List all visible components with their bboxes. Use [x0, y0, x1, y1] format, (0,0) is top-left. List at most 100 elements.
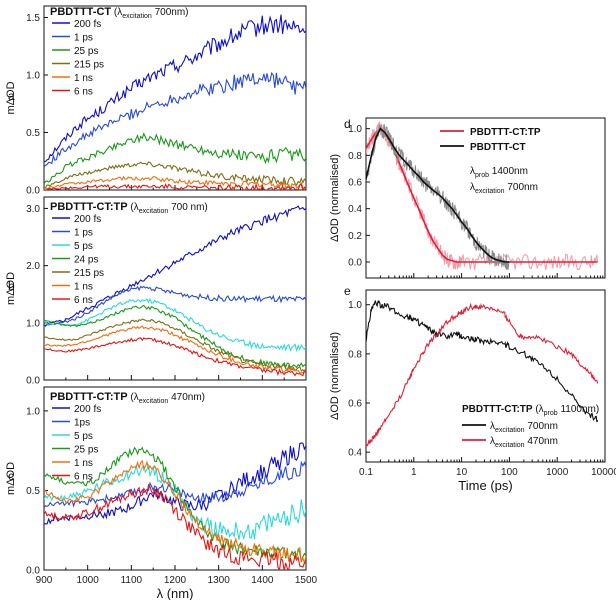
- y-tick-label: 2.0: [26, 261, 40, 272]
- x-tick-label: 1200: [164, 575, 187, 586]
- y-tick-label: 0.2: [348, 231, 362, 242]
- panel-letter: d: [344, 117, 351, 131]
- y-tick-label: 0.6: [348, 178, 362, 189]
- x-tick-label: 1500: [295, 575, 318, 586]
- series-line: [44, 71, 306, 168]
- y-tick-label: 1.0: [26, 318, 40, 329]
- y-tick-label: 0.0: [26, 186, 40, 197]
- series-line: [44, 483, 306, 570]
- series-line: [44, 297, 306, 353]
- series-group: [44, 14, 306, 190]
- y-tick-label: 0.5: [26, 128, 40, 139]
- legend-label: 25 ps: [74, 46, 98, 57]
- series-line: [366, 299, 599, 423]
- y-tick-label: 3.0: [26, 204, 40, 215]
- legend-label: λexcitation 700nm: [490, 421, 558, 434]
- panel-d: 0.0 0.2 0.4 0.6 0.8 1.0 ΔOD (normalised) d PBDTT…: [329, 117, 606, 279]
- y-axis-label: mΔOD: [5, 462, 17, 495]
- series-group: [44, 442, 306, 570]
- series-line: [44, 182, 306, 190]
- series-line: [44, 463, 306, 540]
- legend-label: 5 ps: [74, 431, 93, 442]
- y-tick-label: 0.5: [26, 486, 40, 497]
- y-axis-label: mΔOD: [5, 81, 17, 114]
- y-axis-label: ΔOD (normalised): [329, 154, 341, 242]
- y-tick-label: 0.4: [348, 204, 362, 215]
- legend-label: 200 fs: [74, 404, 101, 415]
- series-line: [44, 14, 306, 163]
- y-tick-label: 0.4: [348, 448, 362, 459]
- legend-label: 1 ps: [74, 228, 93, 239]
- y-tick-label: 1.0: [26, 406, 40, 417]
- legend-label: 215 ps: [74, 60, 104, 71]
- legend-label: 1 ns: [74, 458, 93, 469]
- legend-label: 200 fs: [74, 214, 101, 225]
- x-tick-label: 100: [501, 467, 518, 478]
- legend-label: PBDTTT-CT:TP: [470, 127, 541, 138]
- y-tick-label: 0.6: [348, 399, 362, 410]
- series-line: [366, 302, 599, 448]
- x-tick-label: 1400: [251, 575, 274, 586]
- panel-letter: a: [8, 89, 15, 103]
- x-tick-label: 1000: [546, 467, 569, 478]
- y-tick-label: 1.0: [348, 124, 362, 135]
- y-tick-label: 1.0: [348, 300, 362, 311]
- x-tick-label: 1100: [121, 575, 143, 586]
- y-tick-label: 1.0: [26, 71, 40, 82]
- legend-label: 1 ns: [74, 282, 93, 293]
- legend-label: 25 ps: [74, 445, 98, 456]
- series-line: [44, 446, 306, 563]
- legend-label: 1 ns: [74, 73, 93, 84]
- annotation-probe: λprob 1400nm: [470, 166, 528, 179]
- y-tick-label: 1.5: [26, 13, 40, 24]
- series-group: [366, 299, 599, 448]
- legend-label: 1ps: [74, 418, 90, 429]
- legend-label: PBDTTT-CT: [470, 142, 526, 153]
- legend-label: 6 ns: [74, 472, 93, 483]
- plot-frame: [365, 289, 606, 463]
- x-tick-label: 10: [456, 467, 468, 478]
- y-tick-label: 0.8: [348, 151, 362, 162]
- x-tick-label: 1: [411, 467, 417, 478]
- legend-label: 6 ns: [74, 87, 93, 98]
- plot-frame: [365, 117, 606, 279]
- x-tick-label: 900: [36, 575, 53, 586]
- series-line: [44, 161, 306, 189]
- series-line: [44, 205, 306, 327]
- x-axis-label: Time (ps): [458, 478, 512, 493]
- legend-label: 200 fs: [74, 19, 101, 30]
- x-tick-label: 1300: [208, 575, 231, 586]
- series-line: [44, 337, 306, 377]
- x-tick-label: 10000: [591, 467, 616, 478]
- legend-label: 24 ps: [74, 255, 98, 266]
- x-axis-label: λ (nm): [157, 586, 194, 600]
- legend-label: λexcitation 470nm: [490, 436, 558, 449]
- series-line: [44, 285, 306, 326]
- x-tick-label: 0.1: [359, 467, 373, 478]
- legend-label: 5 ps: [74, 241, 93, 252]
- x-tick-label: 1000: [77, 575, 100, 586]
- y-tick-label: 0.0: [348, 258, 362, 269]
- series-line: [44, 442, 306, 525]
- legend-label: 1 ps: [74, 33, 93, 44]
- series-line: [44, 132, 306, 185]
- panel-title: PBDTTT-CT (λexcitation 700nm): [50, 6, 188, 20]
- legend-label: 215 ps: [74, 268, 104, 279]
- legend-title: PBDTTT-CT:TP (λprob 1100nm): [462, 404, 599, 417]
- y-tick-label: 0.0: [26, 376, 40, 387]
- series-line: [44, 325, 306, 374]
- panel-title: PBDTTT-CT:TP (λexcitation 470nm): [50, 391, 205, 405]
- y-tick-label: 0.8: [348, 349, 362, 360]
- panel-title: PBDTTT-CT:TP (λexcitation 700 nm): [50, 201, 208, 215]
- panel-letter: c: [8, 469, 14, 483]
- legend-label: 6 ns: [74, 295, 93, 306]
- y-axis-label: ΔOD (normalised): [329, 332, 341, 420]
- series-group: [44, 205, 306, 377]
- series-line: [366, 127, 510, 263]
- panel-letter: b: [8, 279, 15, 293]
- series-raw-line: [366, 121, 599, 271]
- panel-e: 0.4 0.6 0.8 1.0 0.1 1 10 100 1000 10000 ΔOD (norma…: [329, 284, 616, 493]
